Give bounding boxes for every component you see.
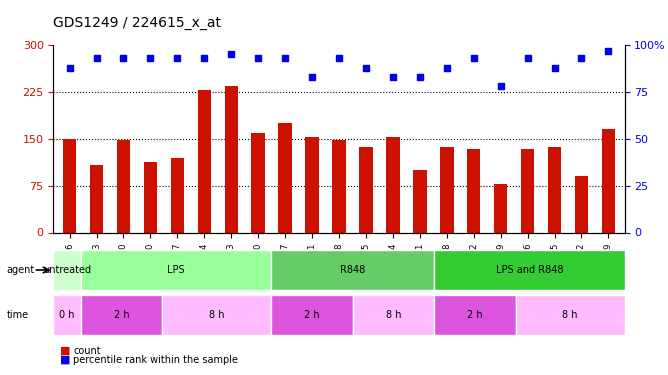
Text: 2 h: 2 h: [114, 310, 129, 320]
Point: [468, 55, 479, 61]
Text: LPS: LPS: [167, 265, 184, 275]
Point: [522, 55, 533, 61]
Bar: [521, 149, 534, 232]
Point: [387, 74, 398, 80]
Point: [226, 51, 236, 57]
Point: [334, 55, 345, 61]
Point: [361, 64, 371, 70]
Point: [549, 64, 560, 70]
Bar: [144, 162, 157, 232]
FancyBboxPatch shape: [434, 295, 516, 335]
Bar: [63, 139, 76, 232]
Point: [414, 74, 425, 80]
FancyBboxPatch shape: [162, 295, 271, 335]
Bar: [548, 147, 561, 232]
Bar: [251, 132, 265, 232]
Point: [576, 55, 587, 61]
Bar: [332, 140, 346, 232]
Point: [280, 55, 291, 61]
Point: [92, 55, 102, 61]
Text: 0 h: 0 h: [59, 310, 75, 320]
Bar: [90, 165, 104, 232]
Bar: [413, 170, 427, 232]
Bar: [359, 147, 373, 232]
Point: [442, 64, 452, 70]
Text: percentile rank within the sample: percentile rank within the sample: [73, 355, 238, 365]
Point: [64, 64, 75, 70]
Bar: [574, 176, 589, 232]
FancyBboxPatch shape: [516, 295, 625, 335]
FancyBboxPatch shape: [271, 295, 353, 335]
FancyBboxPatch shape: [53, 250, 81, 290]
FancyBboxPatch shape: [271, 250, 434, 290]
Bar: [279, 123, 292, 232]
Bar: [467, 149, 480, 232]
Text: 2 h: 2 h: [467, 310, 483, 320]
Point: [253, 55, 264, 61]
Text: 8 h: 8 h: [209, 310, 224, 320]
FancyBboxPatch shape: [53, 295, 81, 335]
Bar: [224, 86, 238, 232]
Bar: [386, 137, 399, 232]
Text: count: count: [73, 346, 101, 355]
Text: R848: R848: [340, 265, 365, 275]
Bar: [198, 90, 211, 232]
FancyBboxPatch shape: [81, 295, 162, 335]
Point: [118, 55, 129, 61]
Text: LPS and R848: LPS and R848: [496, 265, 563, 275]
Text: 8 h: 8 h: [562, 310, 578, 320]
Bar: [305, 137, 319, 232]
Text: GDS1249 / 224615_x_at: GDS1249 / 224615_x_at: [53, 16, 221, 30]
Bar: [117, 140, 130, 232]
Bar: [494, 184, 508, 232]
Text: time: time: [7, 310, 29, 320]
FancyBboxPatch shape: [434, 250, 625, 290]
Point: [172, 55, 183, 61]
Text: untreated: untreated: [43, 265, 91, 275]
Point: [495, 83, 506, 89]
Text: 8 h: 8 h: [385, 310, 401, 320]
Bar: [440, 147, 454, 232]
FancyBboxPatch shape: [353, 295, 434, 335]
Point: [145, 55, 156, 61]
Point: [199, 55, 210, 61]
Text: ■: ■: [60, 355, 71, 365]
Text: 2 h: 2 h: [304, 310, 319, 320]
Text: ■: ■: [60, 346, 71, 355]
Point: [603, 48, 614, 54]
Bar: [170, 158, 184, 232]
Text: agent: agent: [7, 265, 35, 275]
Bar: [602, 129, 615, 232]
Point: [307, 74, 317, 80]
FancyBboxPatch shape: [81, 250, 271, 290]
